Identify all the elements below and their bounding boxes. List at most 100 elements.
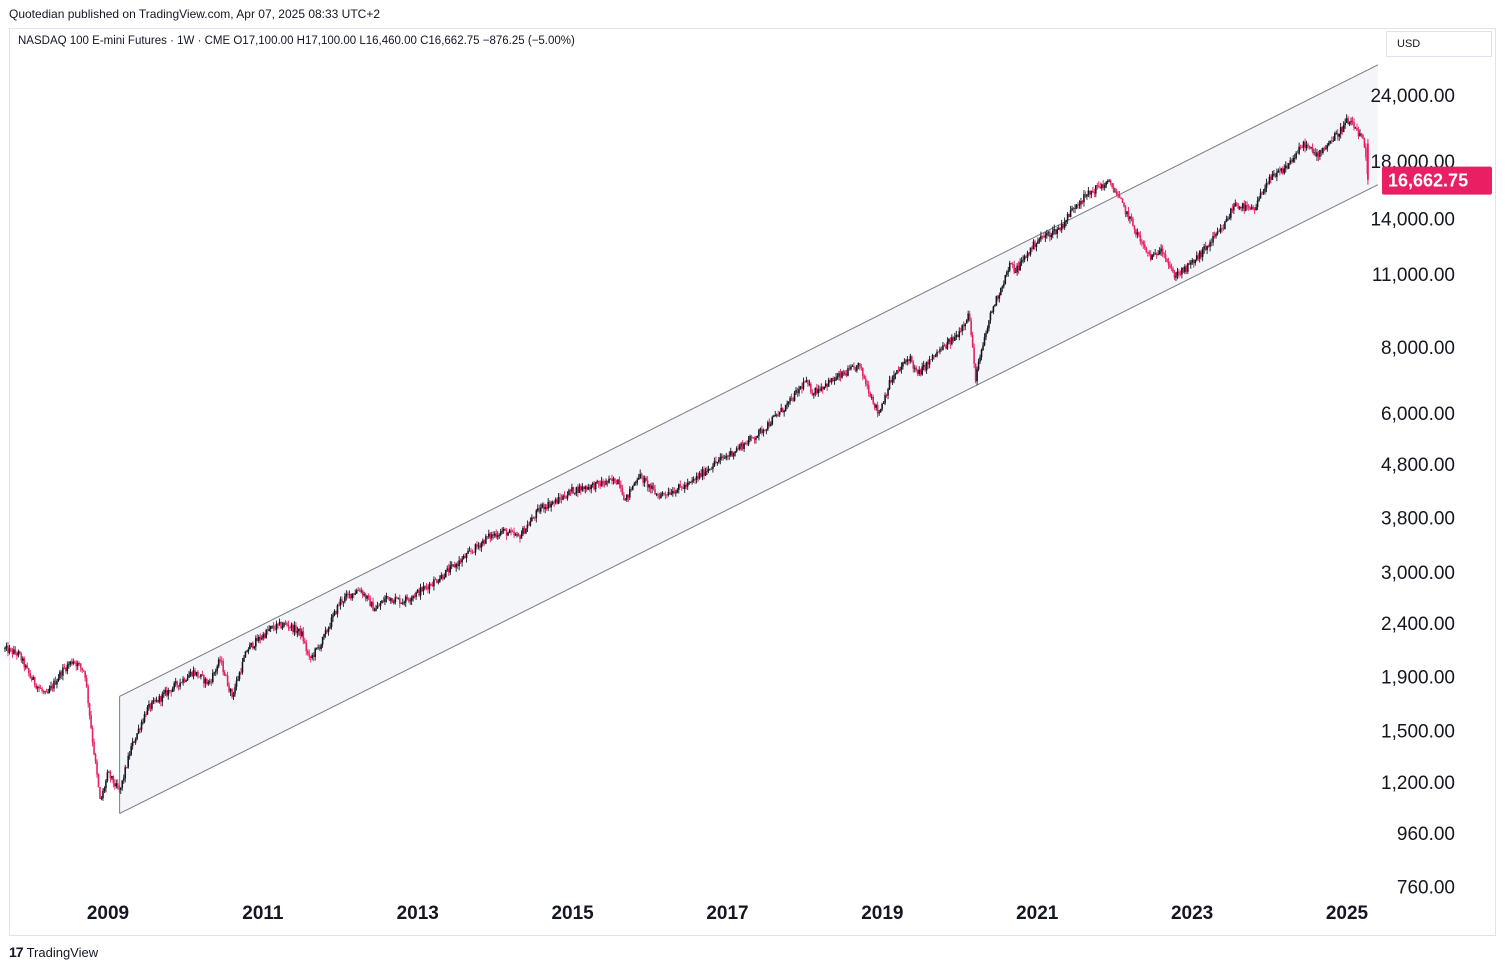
candle-body [1149,253,1152,260]
candle-body [1139,235,1142,242]
candle-body [783,410,785,413]
candle-body [41,688,43,692]
candle-body [323,634,325,637]
candle-body [691,480,693,482]
candle-body [505,529,508,536]
candle-body [962,325,965,327]
candle-body [211,673,214,683]
candle-body [360,590,362,592]
candle-body [241,661,244,673]
candle-body [605,480,607,485]
candle-body [971,335,974,348]
chart-frame [9,28,1496,936]
candle-body [462,556,465,559]
candle-body [1262,191,1265,194]
candle-body [513,531,515,536]
currency-selector[interactable]: USD [1386,31,1492,57]
candle-body [1290,160,1293,162]
candle-body [703,469,705,476]
candle-body [210,681,213,683]
last-price-marker [1382,166,1492,195]
candle-body [213,672,216,674]
candle-body [1348,121,1351,125]
candle-body [265,629,268,638]
candle-body [444,569,447,578]
candle-body [836,376,839,378]
candle-body [848,368,851,370]
candle-body [345,593,348,597]
candle-body [397,598,400,600]
candle-body [707,469,710,471]
candle-body [225,675,227,677]
candle-body [93,741,95,755]
candle-body [835,377,837,381]
candle-body [832,377,834,381]
candle-body [1221,228,1223,229]
candle-body [878,412,880,414]
candle-body [888,380,891,390]
candle-body [256,637,259,642]
candle-body [496,535,499,538]
candle-body [495,533,498,538]
candle-body [191,671,193,677]
candle-body [1135,229,1137,235]
candle-body [584,486,587,490]
candle-body [612,478,615,481]
symbol-legend: NASDAQ 100 E-mini Futures · 1W · CME O17… [18,35,575,47]
candle-body [965,320,968,324]
x-tick-label: 2025 [1326,903,1369,924]
candle-body [631,485,634,490]
candle-body [574,493,576,494]
candle-body [275,623,278,630]
candle-body [1259,192,1262,199]
candle-body [143,714,146,722]
candle-body [1206,245,1208,250]
candle-body [1286,165,1289,169]
candle-body [992,306,995,312]
candle-body [728,455,731,457]
footer-brand[interactable]: 17 TradingView [9,944,98,960]
candle-body [709,468,711,470]
candle-body [1225,219,1228,222]
candle-body [1301,147,1303,149]
candle-body [568,490,570,496]
candle-body [335,611,337,615]
candle-body [1305,144,1308,149]
candle-body [4,647,6,650]
candle-body [1059,228,1061,231]
candle-body [928,359,931,365]
candle-body [553,502,555,503]
candle-body [1231,208,1234,211]
candle-body [1092,190,1094,193]
candle-body [909,356,912,362]
candle-body [731,451,734,457]
candle-body [364,594,367,599]
candle-body [663,492,665,495]
candle-body [100,798,103,800]
candle-body [246,651,248,653]
candle-body [924,365,926,371]
candle-body [1227,218,1229,220]
candle-body [32,677,35,680]
candle-body [510,530,512,532]
candle-body [1002,283,1005,287]
candle-body [1117,194,1119,196]
candle-body [1142,241,1145,245]
candle-body [90,715,92,729]
candle-body [220,660,223,662]
candle-body [591,483,594,485]
candle-body [483,540,486,544]
candle-body [1265,183,1268,189]
candle-body [458,560,460,567]
candle-body [1230,208,1232,218]
candle-body [197,671,199,677]
candle-body [881,403,883,410]
candle-body [820,387,823,391]
candle-body [424,586,426,588]
candle-body [56,680,58,685]
candle-body [747,440,750,445]
candle-body [274,628,276,630]
candle-body [1081,200,1084,203]
candle-body [639,473,641,478]
